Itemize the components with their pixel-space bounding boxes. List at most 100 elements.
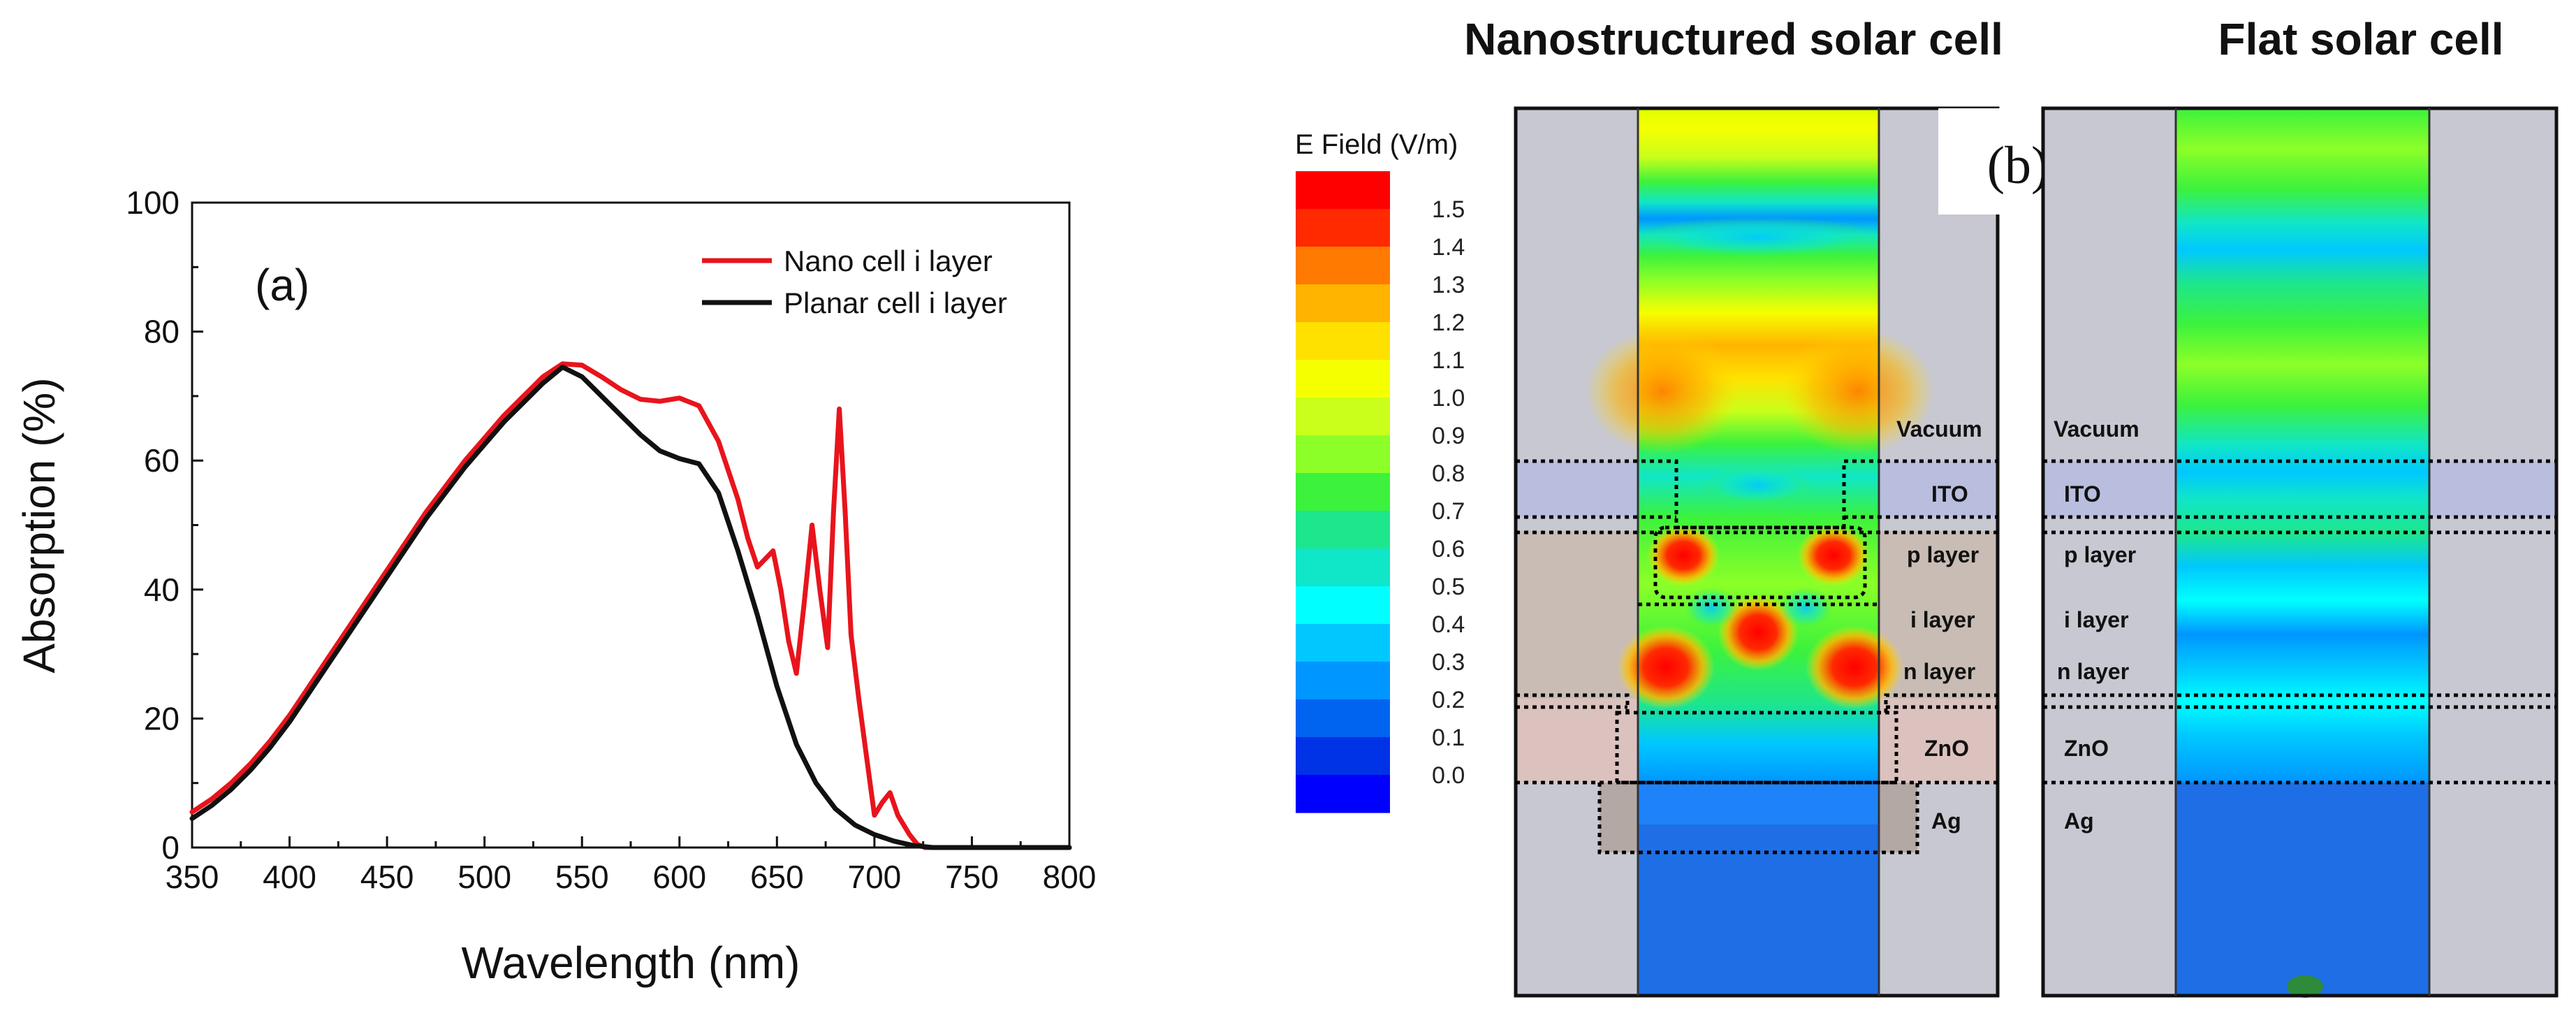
flat-label-p-layer: p layer <box>2064 542 2136 567</box>
series-line-planar <box>189 364 1072 850</box>
y-axis-title: Absorption (%) <box>14 377 64 673</box>
nano-label-zno: ZnO <box>1924 736 1969 761</box>
nano-label-ito: ITO <box>1931 481 1968 507</box>
colorbar-tick-label: 0.8 <box>1432 460 1465 487</box>
absorption-chart: 350 400 450 500 550 600 650 700 750 800 0 20 40 60 80… <box>14 184 1096 988</box>
colorbar-cell <box>1296 171 1390 210</box>
flat-label-zno: ZnO <box>2064 736 2109 761</box>
colorbar-cell <box>1296 435 1390 474</box>
nano-layer-labels: Vacuum ITO p layer i layer n layer ZnO A… <box>1896 416 1982 834</box>
panel-label-a: (a) <box>255 260 309 310</box>
colorbar-cell <box>1296 360 1390 398</box>
colorbar-cell <box>1296 624 1390 662</box>
colorbar-cell <box>1296 737 1390 776</box>
flat-label-vacuum: Vacuum <box>2054 416 2139 442</box>
x-axis-title: Wavelength (nm) <box>462 938 800 988</box>
flat-ito-right <box>2429 461 2556 517</box>
x-tick-label: 550 <box>555 859 609 895</box>
nano-field-upper <box>1638 108 1879 517</box>
colorbar-tick-label: 0.7 <box>1432 498 1465 525</box>
colorbar-cell <box>1296 662 1390 700</box>
nano-hot-p-right <box>1797 525 1870 586</box>
legend-label-nano: Nano cell i layer <box>784 245 993 277</box>
x-tick-label: 500 <box>458 859 511 895</box>
flat-layer-boundaries <box>2043 459 2556 785</box>
x-tick-label: 700 <box>848 859 902 895</box>
colorbar-tick-labels: 1.5 1.4 1.3 1.2 1.1 1.0 0.9 0.8 0.7 0.6 0.5 0.4 0.3 0… <box>1432 196 1465 789</box>
colorbar-tick-label: 0.5 <box>1432 574 1465 600</box>
x-tick-label: 400 <box>263 859 316 895</box>
colorbar-cell <box>1296 699 1390 738</box>
flat-side-left <box>2043 108 2176 996</box>
x-tick-labels: 350 400 450 500 550 600 650 700 750 800 <box>166 859 1097 895</box>
y-tick-label: 40 <box>144 572 180 608</box>
colorbar-cell <box>1296 247 1390 285</box>
nano-ag-right <box>1879 783 1917 852</box>
colorbar-title: E Field (V/m) <box>1295 129 1458 160</box>
colorbar-tick-label: 1.3 <box>1432 272 1465 298</box>
colorbar-tick-label: 0.6 <box>1432 536 1465 562</box>
nano-cell-map: Vacuum ITO p layer i layer n layer ZnO A… <box>1514 106 2098 998</box>
colorbar-tick-label: 1.1 <box>1432 347 1465 374</box>
y-tick-label: 100 <box>126 184 180 221</box>
flat-field <box>2176 108 2429 783</box>
legend-label-planar: Planar cell i layer <box>784 286 1007 319</box>
colorbar-cell <box>1296 284 1390 323</box>
nano-field-ag-top <box>1638 783 1879 824</box>
flat-field-ag <box>2176 783 2429 996</box>
nano-label-p-layer: p layer <box>1907 542 1979 567</box>
flat-artifact <box>2287 975 2323 998</box>
colorbar-tick-label: 1.4 <box>1432 234 1465 261</box>
y-tick-label: 20 <box>144 700 180 736</box>
colorbar-cell <box>1296 775 1390 813</box>
title-nanostructured: Nanostructured solar cell <box>1464 14 2003 64</box>
flat-frame <box>2041 106 2559 998</box>
colorbar-tick-label: 0.2 <box>1432 687 1465 713</box>
flat-label-ito: ITO <box>2064 481 2101 507</box>
series-line-nano <box>189 361 1072 850</box>
colorbar-cell <box>1296 586 1390 625</box>
flat-side-right <box>2429 108 2556 996</box>
colorbar-cell <box>1296 473 1390 511</box>
x-tick-label: 750 <box>945 859 999 895</box>
x-tick-label: 450 <box>360 859 414 895</box>
series-lines <box>189 361 1072 850</box>
colorbar-tick-label: 1.0 <box>1432 385 1465 412</box>
efield-panel: Nanostructured solar cell Flat solar cel… <box>1295 14 2559 998</box>
flat-cell-map: Vacuum ITO p layer i layer n layer ZnO A… <box>2041 106 2559 998</box>
nano-hot-p-left <box>1647 525 1720 586</box>
nano-warm-right <box>1781 328 1935 454</box>
title-flat: Flat solar cell <box>2218 14 2503 64</box>
nano-zno-right <box>1879 699 1998 783</box>
x-tick-label: 600 <box>652 859 706 895</box>
y-tick-label: 80 <box>144 314 180 350</box>
y-tick-label: 60 <box>144 442 180 479</box>
colorbar-tick-label: 0.4 <box>1432 611 1465 638</box>
x-tick-label: 800 <box>1043 859 1097 895</box>
colorbar <box>1296 171 1390 813</box>
nano-hot-n-left <box>1617 625 1715 709</box>
colorbar-cell <box>1296 209 1390 247</box>
y-tick-label: 0 <box>161 829 180 866</box>
nano-label-ag: Ag <box>1931 808 1961 834</box>
flat-label-i-layer: i layer <box>2064 607 2129 632</box>
colorbar-cell <box>1296 548 1390 587</box>
colorbar-cell <box>1296 322 1390 361</box>
colorbar-tick-label: 0.3 <box>1432 649 1465 676</box>
colorbar-tick-label: 1.5 <box>1432 196 1465 223</box>
nano-ito-right <box>1879 461 1998 517</box>
colorbar-cell <box>1296 398 1390 436</box>
nano-cool-i-left <box>1683 587 1739 629</box>
flat-layer-labels: Vacuum ITO p layer i layer n layer ZnO A… <box>2054 416 2139 834</box>
nano-ag-left <box>1600 783 1638 852</box>
y-tick-labels: 0 20 40 60 80 100 <box>126 184 180 866</box>
nano-cool-band <box>1632 217 1884 259</box>
legend: Nano cell i layer Planar cell i layer <box>702 245 1007 319</box>
nano-layer-boundaries <box>1516 459 1998 855</box>
colorbar-tick-label: 0.9 <box>1432 423 1465 449</box>
nano-cool-ito <box>1702 466 1814 505</box>
colorbar-tick-label: 0.1 <box>1432 725 1465 751</box>
nano-warm-left <box>1586 328 1739 454</box>
nano-label-i-layer: i layer <box>1910 607 1975 632</box>
